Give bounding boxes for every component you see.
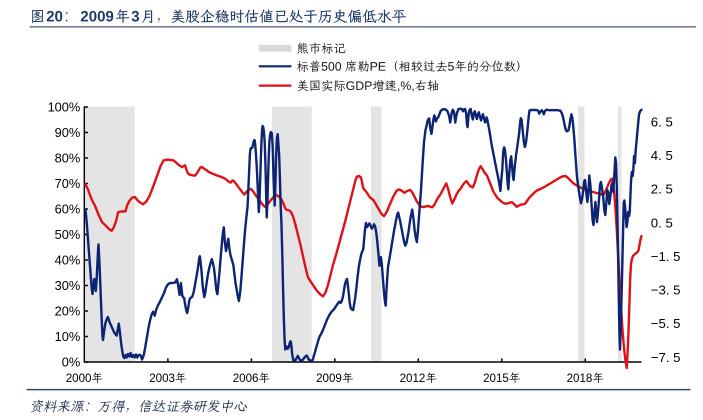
svg-text:2000: 2000	[66, 372, 92, 385]
svg-text:80%: 80%	[55, 150, 81, 165]
svg-text:−5. 5: −5. 5	[651, 316, 681, 331]
svg-text:2009: 2009	[316, 372, 342, 385]
svg-text:0. 5: 0. 5	[651, 215, 673, 230]
svg-text:2006: 2006	[233, 372, 259, 385]
svg-text:−3. 5: −3. 5	[651, 283, 681, 298]
svg-text:−1. 5: −1. 5	[651, 249, 681, 264]
svg-text:10%: 10%	[55, 329, 81, 344]
svg-text:2. 5: 2. 5	[651, 182, 673, 197]
svg-text:2018: 2018	[567, 372, 593, 385]
svg-text:6. 5: 6. 5	[651, 114, 673, 129]
svg-text:100%: 100%	[48, 99, 81, 114]
svg-text:2012: 2012	[400, 372, 426, 385]
svg-text:70%: 70%	[55, 176, 81, 191]
svg-text:−7. 5: −7. 5	[651, 350, 681, 365]
svg-text:20%: 20%	[55, 303, 81, 318]
svg-text:40%: 40%	[55, 252, 81, 267]
svg-text:30%: 30%	[55, 278, 81, 293]
svg-text:2003: 2003	[149, 372, 175, 385]
svg-text:0%: 0%	[62, 354, 81, 369]
svg-text:2015: 2015	[483, 372, 509, 385]
svg-text:4. 5: 4. 5	[651, 148, 673, 163]
svg-text:60%: 60%	[55, 201, 81, 216]
svg-text:90%: 90%	[55, 125, 81, 140]
svg-text:50%: 50%	[55, 227, 81, 242]
